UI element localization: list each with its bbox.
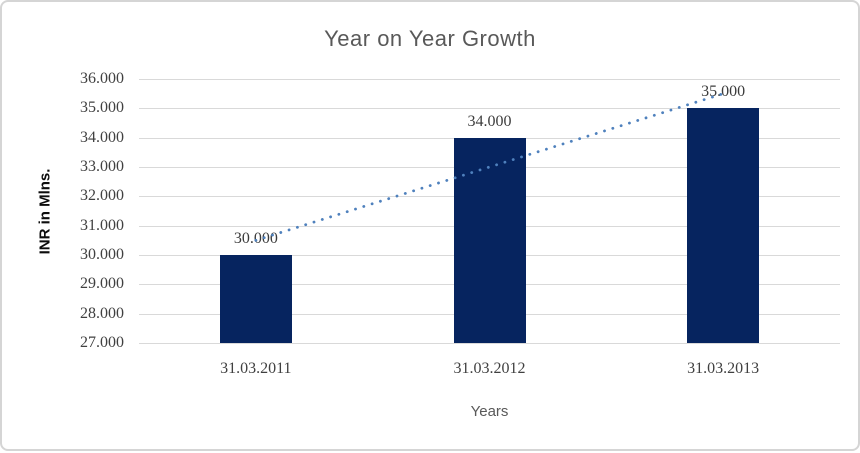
bar-data-label: 35.000 (701, 83, 746, 101)
y-axis-tick-label: 32.000 (80, 187, 124, 205)
y-axis-tick-label: 28.000 (80, 304, 124, 322)
x-axis-title: Years (470, 403, 509, 420)
x-axis-category-label: 31.03.2013 (687, 360, 760, 377)
bar (219, 255, 292, 343)
y-axis-tick-label: 34.000 (80, 128, 124, 146)
bar-data-label: 30.000 (233, 230, 278, 247)
y-axis-tick-label: 35.000 (80, 99, 124, 117)
y-axis-tick-label: 27.000 (80, 334, 124, 351)
y-axis-tick-label: 31.000 (80, 216, 124, 234)
y-axis-tick-label: 30.000 (80, 246, 124, 263)
y-axis-tick-label: 29.000 (80, 275, 124, 293)
x-axis-category-label: 31.03.2012 (453, 360, 526, 377)
y-axis-tick-label: 36.000 (80, 70, 124, 87)
bar-data-label: 34.000 (467, 112, 512, 130)
x-axis-category-label: 31.03.2011 (220, 360, 292, 377)
gridline (139, 79, 840, 80)
bar (453, 137, 526, 343)
chart-title: Year on Year Growth (324, 26, 536, 51)
bar (687, 108, 760, 343)
y-axis-tick-label: 33.000 (80, 158, 124, 175)
gridline (139, 343, 840, 344)
